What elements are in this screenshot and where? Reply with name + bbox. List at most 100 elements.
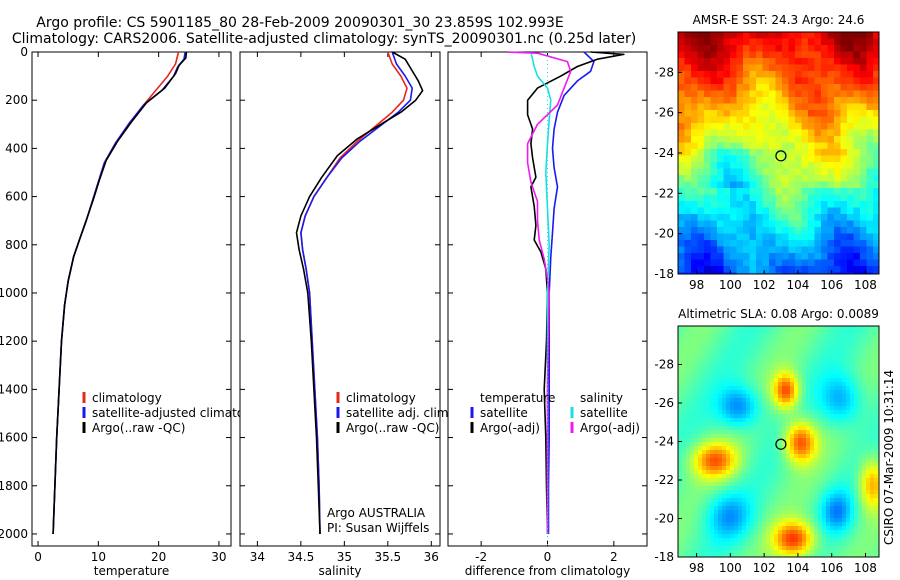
sla-cell (682, 346, 687, 351)
sla-cell (678, 390, 683, 395)
sla-cell (766, 550, 771, 555)
amsr-cell (808, 97, 815, 104)
sla-cell (698, 554, 703, 557)
sla-cell (762, 374, 767, 379)
sla-cell (862, 542, 867, 547)
sla-cell (678, 514, 683, 519)
amsr-cell (769, 97, 776, 104)
sla-cell (758, 410, 763, 415)
sla-cell (714, 466, 719, 471)
sla-cell (706, 338, 711, 343)
sla-cell (790, 546, 795, 551)
sla-cell (678, 366, 683, 371)
sla-cell (766, 406, 771, 411)
amsr-cell (710, 84, 718, 91)
amsr-cell (762, 71, 770, 78)
sla-cell (802, 498, 807, 503)
sla-cell (842, 522, 847, 527)
amsr-cell (749, 272, 757, 274)
sla-cell (802, 342, 807, 347)
sla-cell (758, 374, 763, 379)
amsr-cell (840, 142, 848, 150)
sla-cell (782, 442, 787, 447)
sla-cell (794, 374, 799, 379)
amsr-cell (873, 123, 879, 130)
sla-cell (814, 518, 819, 523)
sla-cell (774, 330, 779, 335)
amsr-cell (782, 64, 789, 72)
amsr-cell (717, 220, 724, 228)
amsr-cell (860, 110, 867, 117)
amsr-cell (730, 51, 737, 59)
sla-cell (718, 338, 723, 343)
sla-cell (678, 346, 683, 351)
amsr-cell (840, 233, 848, 241)
amsr-cell (801, 214, 809, 221)
sla-cell (702, 366, 707, 371)
amsr-cell (710, 149, 718, 156)
sla-cell (874, 542, 879, 547)
sla-cell (786, 410, 791, 415)
sla-cell (870, 458, 875, 463)
sla-cell (742, 386, 747, 391)
sla-cell (686, 342, 691, 347)
amsr-cell (730, 97, 737, 104)
amsr-cell (866, 220, 874, 228)
amsr-cell (827, 253, 835, 260)
sla-cell (750, 478, 755, 483)
amsr-cell (691, 181, 698, 189)
sla-cell (874, 486, 879, 491)
sla-cell (754, 354, 759, 359)
sla-cell (778, 442, 783, 447)
sla-cell (838, 482, 843, 487)
sla-cell (830, 442, 835, 447)
amsr-cell (873, 110, 879, 117)
sla-cell (678, 342, 683, 347)
sla-cell (862, 494, 867, 499)
sla-cell (694, 346, 699, 351)
sla-cell (866, 386, 871, 391)
amsr-cell (827, 201, 835, 208)
sla-cell (738, 342, 743, 347)
sla-cell (754, 546, 759, 551)
sla-cell (782, 502, 787, 507)
amsr-cell (704, 84, 711, 91)
amsr-cell (795, 97, 802, 104)
sla-cell (722, 550, 727, 555)
sla-cell (826, 506, 831, 511)
sla-cell (682, 490, 687, 495)
sla-cell (686, 482, 691, 487)
sla-cell (818, 402, 823, 407)
amsr-cell (762, 129, 770, 137)
sla-cell (858, 478, 863, 483)
sla-cell (690, 502, 695, 507)
sla-cell (702, 546, 707, 551)
sla-cell (762, 394, 767, 399)
sla-cell (850, 478, 855, 483)
amsr-cell (736, 123, 744, 130)
sla-cell (746, 458, 751, 463)
sla-cell (842, 358, 847, 363)
sla-cell (678, 386, 683, 391)
sla-cell (710, 498, 715, 503)
sla-cell (698, 418, 703, 423)
sla-cell (706, 330, 711, 335)
sla-cell (830, 414, 835, 419)
amsr-cell (743, 77, 750, 85)
sla-cell (678, 486, 683, 491)
sla-cell (714, 542, 719, 547)
sla-cell (706, 518, 711, 523)
sla-cell (798, 466, 803, 471)
sla-cell (790, 382, 795, 387)
amsr-cell (795, 194, 802, 202)
amsr-cell (775, 181, 783, 189)
amsr-cell (847, 45, 854, 52)
sla-cell (726, 478, 731, 483)
sla-cell (842, 538, 847, 543)
sla-cell (710, 378, 715, 383)
amsr-cell (704, 77, 711, 85)
amsr-cell (710, 162, 718, 169)
sla-cell (850, 366, 855, 371)
sla-cell (766, 490, 771, 495)
sla-cell (758, 334, 763, 339)
